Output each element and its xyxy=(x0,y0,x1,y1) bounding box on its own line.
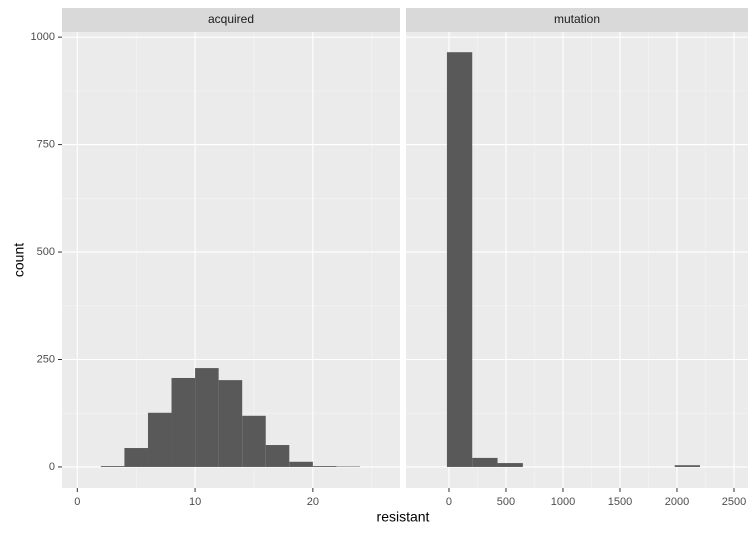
x-tick-label: 1500 xyxy=(608,496,632,508)
bar xyxy=(497,463,523,467)
bar xyxy=(242,415,266,467)
x-axis-title: resistant xyxy=(377,509,430,525)
y-tick-label: 500 xyxy=(37,246,55,258)
bar xyxy=(171,377,196,467)
bar xyxy=(195,368,219,467)
x-tick-label: 0 xyxy=(446,496,452,508)
bar xyxy=(472,457,498,467)
bar xyxy=(147,412,172,467)
bar xyxy=(674,465,701,467)
bar xyxy=(100,466,125,467)
y-axis-title: count xyxy=(11,243,27,277)
strip-label: acquired xyxy=(208,12,254,26)
strip xyxy=(406,8,748,32)
strip-label: mutation xyxy=(554,12,600,26)
x-tick-label: 10 xyxy=(189,496,201,508)
x-tick-label: 2000 xyxy=(665,496,689,508)
bar xyxy=(312,466,337,467)
bar xyxy=(289,461,313,467)
y-tick-label: 1000 xyxy=(31,31,55,43)
y-tick-label: 750 xyxy=(37,139,55,151)
bar xyxy=(265,445,290,467)
y-tick-label: 0 xyxy=(49,461,55,473)
x-tick-label: 0 xyxy=(74,496,80,508)
x-tick-label: 20 xyxy=(307,496,319,508)
x-tick-label: 500 xyxy=(497,496,515,508)
bar xyxy=(446,52,473,467)
x-tick-label: 2500 xyxy=(722,496,746,508)
x-tick-label: 1000 xyxy=(551,496,575,508)
y-tick-label: 250 xyxy=(37,353,55,365)
bar xyxy=(124,448,148,467)
bar xyxy=(218,380,243,467)
strip xyxy=(62,8,400,32)
